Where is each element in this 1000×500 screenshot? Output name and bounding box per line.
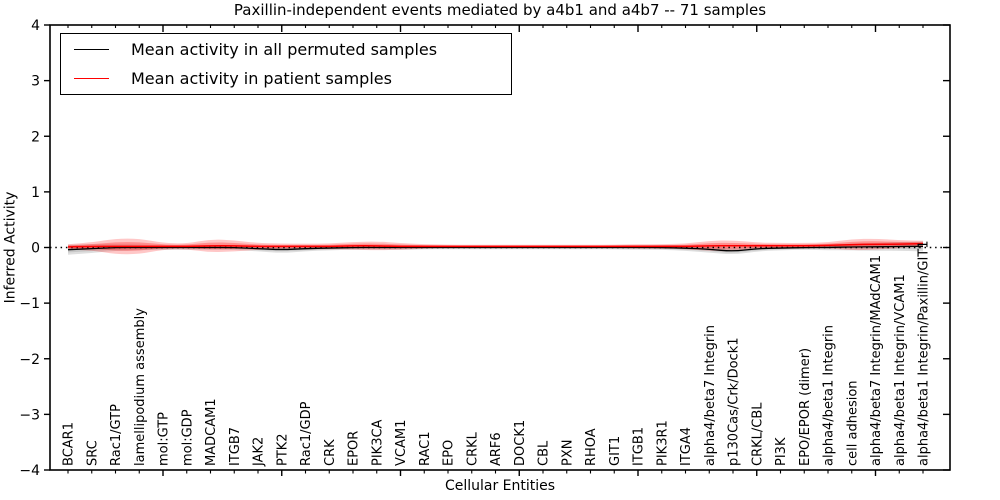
red-line-sample-icon <box>74 78 109 80</box>
x-tick-label: PI3K <box>774 437 789 466</box>
black-line-sample-icon <box>74 48 109 50</box>
x-tick-label: VCAM1 <box>394 420 409 466</box>
x-tick-label: CRKL <box>465 431 480 466</box>
chart-title: Paxillin-independent events mediated by … <box>233 1 767 19</box>
y-axis-label: Inferred Activity <box>2 191 19 304</box>
x-tick-label: RHOA <box>584 428 599 466</box>
category-tick-labels: BCAR1 SRC Rac1/GTP lamellipodium assembly mo… <box>62 240 932 467</box>
x-tick-label: GIT1 <box>608 436 623 466</box>
x-tick-label: EPOR <box>347 431 362 466</box>
x-tick-label: MADCAM1 <box>204 398 219 466</box>
legend-item-permuted: Mean activity in all permuted samples <box>61 35 511 63</box>
x-tick-label: EPO/EPOR (dimer) <box>798 348 813 466</box>
legend: Mean activity in all permuted samples Me… <box>60 33 512 95</box>
y-tick-label: −4 <box>19 463 40 479</box>
x-tick-label: CRKL/CBL <box>750 402 765 466</box>
x-tick-label: CRK <box>323 439 338 466</box>
y-tick-label: −1 <box>19 296 40 312</box>
x-tick-label: alpha4/beta1 Integrin/Paxillin/GIT1 <box>917 240 932 466</box>
x-tick-label: PIK3CA <box>370 419 385 466</box>
x-tick-label: mol:GDP <box>180 409 195 466</box>
y-tick-label: 2 <box>31 129 40 145</box>
y-axis-ticks: 4 3 2 1 0 −1 −2 −3 −4 <box>19 18 950 479</box>
x-axis-label: Cellular Entities <box>444 478 556 494</box>
x-tick-label: PIK3R1 <box>655 420 670 466</box>
x-tick-label: p130Cas/Crk/Dock1 <box>727 337 742 466</box>
x-tick-label: Rac1/GDP <box>299 401 314 466</box>
legend-item-patient: Mean activity in patient samples <box>61 65 511 93</box>
x-tick-label: alpha4/beta7 Integrin <box>703 325 718 466</box>
x-tick-label: PTK2 <box>275 433 290 466</box>
x-tick-label: DOCK1 <box>513 420 528 466</box>
x-tick-label: PXN <box>560 440 575 466</box>
permuted-mean-line <box>67 245 923 252</box>
x-tick-label: lamellipodium assembly <box>133 308 148 466</box>
x-tick-label: mol:GTP <box>157 412 172 466</box>
x-tick-label: ITGB1 <box>632 427 647 466</box>
x-tick-label: CBL <box>537 440 552 466</box>
y-tick-label: 0 <box>31 241 40 257</box>
y-tick-label: 1 <box>31 185 40 201</box>
x-tick-label: RAC1 <box>418 431 433 466</box>
patient-mean-line <box>67 242 924 248</box>
x-tick-label: JAK2 <box>252 437 267 467</box>
x-tick-label: SRC <box>85 440 100 466</box>
x-tick-label: ARF6 <box>489 432 504 466</box>
x-tick-label: ITGB7 <box>228 427 243 466</box>
x-tick-label: ITGA4 <box>679 427 694 466</box>
y-tick-label: −2 <box>19 352 40 368</box>
y-tick-label: −3 <box>19 407 40 423</box>
y-tick-label: 3 <box>31 74 40 90</box>
legend-label-permuted: Mean activity in all permuted samples <box>131 39 438 59</box>
x-tick-label: BCAR1 <box>62 422 77 466</box>
x-axis-ticks <box>67 25 924 476</box>
x-tick-label: alpha4/beta1 Integrin <box>822 325 837 466</box>
x-tick-label: alpha4/beta1 Integrin/VCAM1 <box>893 274 908 466</box>
legend-label-patient: Mean activity in patient samples <box>131 69 392 89</box>
x-tick-label: cell adhesion <box>845 380 860 466</box>
x-tick-label: EPO <box>442 440 457 466</box>
y-tick-label: 4 <box>31 18 40 34</box>
x-tick-label: alpha4/beta7 Integrin/MAdCAM1 <box>869 255 884 466</box>
x-tick-label: Rac1/GTP <box>109 404 124 466</box>
